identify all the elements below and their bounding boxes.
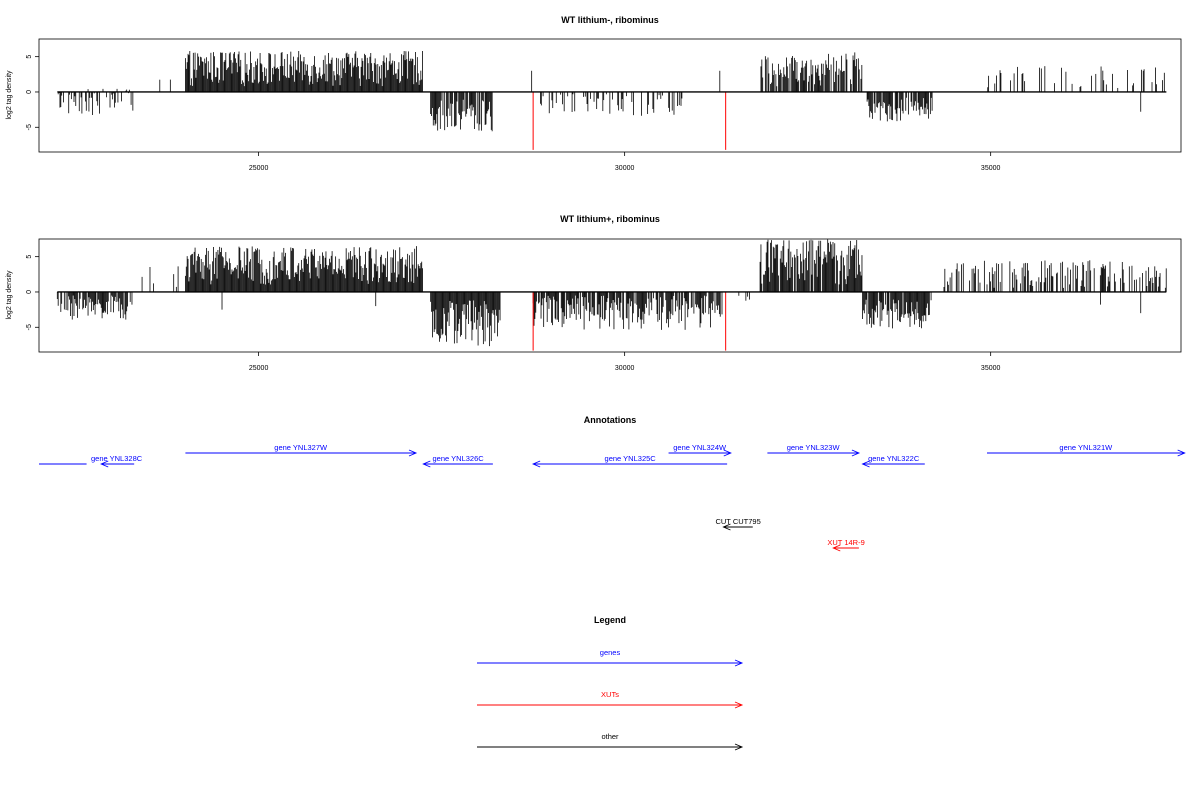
legend-title: Legend bbox=[594, 615, 626, 625]
legend-label: genes bbox=[600, 648, 621, 657]
annotation-arrow-head bbox=[723, 449, 732, 457]
legend-label: other bbox=[601, 732, 619, 741]
y-tick-label: -5 bbox=[26, 324, 33, 330]
annotation-feature bbox=[100, 460, 135, 468]
chart-title: WT lithium+, ribominus bbox=[560, 214, 660, 224]
annotation-label: gene YNL323W bbox=[787, 443, 841, 452]
annotation-feature: XUT 14R-9 bbox=[827, 538, 865, 552]
annotation-label: CUT CUT795 bbox=[715, 517, 760, 526]
annotation-feature: gene YNL327W bbox=[185, 443, 418, 457]
annotation-label: gene YNL321W bbox=[1059, 443, 1113, 452]
annotation-arrow-head bbox=[861, 460, 870, 468]
annotation-arrow-head bbox=[100, 460, 109, 468]
x-tick-label: 25000 bbox=[249, 365, 269, 372]
bar-series bbox=[57, 51, 1167, 150]
annotation-arrow-head bbox=[531, 460, 541, 468]
annotation-label: gene YNL324W bbox=[673, 443, 727, 452]
annotations-title: Annotations bbox=[584, 415, 637, 425]
chart-panel-lithium-minus: WT lithium-, ribominus log2 tag density … bbox=[6, 15, 1182, 172]
annotation-feature: gene YNL324W bbox=[668, 443, 732, 457]
axis-ticks: 25000 30000 35000 5 0 -5 bbox=[26, 55, 1001, 172]
y-axis-label: log2 tag density bbox=[6, 70, 13, 120]
annotation-arrow-head bbox=[851, 449, 861, 457]
x-tick-label: 35000 bbox=[981, 365, 1001, 372]
x-tick-label: 30000 bbox=[615, 365, 635, 372]
y-tick-label: 0 bbox=[26, 90, 33, 94]
x-tick-label: 35000 bbox=[981, 165, 1001, 172]
annotation-arrow-head bbox=[722, 523, 731, 531]
annotation-feature: gene YNL323W bbox=[767, 443, 861, 457]
annotation-label: gene YNL322C bbox=[868, 454, 920, 463]
legend-entry: XUTs bbox=[477, 690, 744, 709]
y-tick-label: 5 bbox=[26, 55, 33, 59]
y-tick-label: 5 bbox=[26, 255, 33, 259]
annotation-arrow-head bbox=[408, 449, 418, 457]
annotation-feature: gene YNL322C bbox=[861, 454, 925, 468]
legend-label: XUTs bbox=[601, 690, 619, 699]
annotations-track: Annotations gene YNL328C gene YNL327W gene… bbox=[39, 415, 1186, 552]
plot-frame bbox=[38, 238, 1182, 353]
annotation-feature: gene YNL325C bbox=[531, 454, 728, 468]
legend-entry: genes bbox=[477, 648, 744, 667]
annotation-label: gene YNL326C bbox=[433, 454, 485, 463]
x-tick-label: 25000 bbox=[249, 165, 269, 172]
bar-series bbox=[56, 239, 1167, 351]
plot-frame bbox=[38, 38, 1182, 153]
annotation-arrow-head bbox=[832, 544, 841, 552]
chart-panel-lithium-plus: WT lithium+, ribominus log2 tag density … bbox=[6, 214, 1182, 372]
annotation-arrow-head bbox=[734, 743, 744, 751]
chart-title: WT lithium-, ribominus bbox=[561, 15, 659, 25]
y-tick-label: 0 bbox=[26, 290, 33, 294]
legend: Legend genes XUTs other bbox=[477, 615, 744, 751]
y-axis-label: log2 tag density bbox=[6, 270, 13, 320]
annotation-arrow-head bbox=[422, 460, 431, 468]
x-tick-label: 30000 bbox=[615, 165, 635, 172]
annotation-arrow-head bbox=[734, 701, 744, 709]
annotation-label: gene YNL327W bbox=[274, 443, 328, 452]
legend-entry: other bbox=[477, 732, 744, 751]
annotation-label: gene YNL328C bbox=[91, 454, 143, 463]
annotation-label: gene YNL325C bbox=[605, 454, 657, 463]
y-tick-label: -5 bbox=[26, 124, 33, 130]
annotation-feature: CUT CUT795 bbox=[715, 517, 761, 531]
annotation-label: XUT 14R-9 bbox=[827, 538, 864, 547]
annotation-feature: gene YNL326C bbox=[422, 454, 493, 468]
axis-ticks: 25000 30000 35000 5 0 -5 bbox=[26, 255, 1001, 372]
annotation-arrow-head bbox=[734, 659, 744, 667]
annotation-feature: gene YNL328C bbox=[39, 454, 143, 465]
annotation-arrow-head bbox=[1177, 449, 1186, 457]
annotation-feature: gene YNL321W bbox=[987, 443, 1186, 457]
